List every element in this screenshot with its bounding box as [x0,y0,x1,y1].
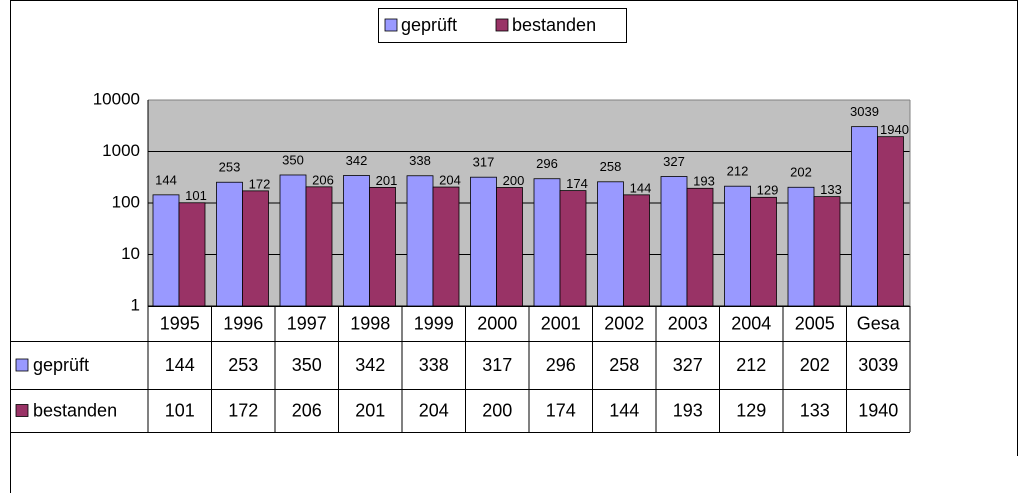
x-tick-label: 1996 [223,313,263,333]
table-cell: 144 [165,355,195,375]
data-label: 258 [600,159,622,174]
legend-key [495,18,509,32]
data-label: 133 [820,182,842,197]
data-label: 172 [249,176,271,191]
bar [623,194,650,307]
table-cell: 144 [609,400,639,420]
data-label: 201 [376,173,398,188]
bar [877,136,904,307]
data-label: 3039 [850,104,879,119]
data-label: 1940 [880,122,909,137]
bar [406,175,434,307]
bar [686,187,714,307]
data-label: 338 [409,153,431,168]
table-cell: 212 [736,355,766,375]
x-tick-label: 1998 [350,313,390,333]
legend-key [15,358,29,372]
table-cell: 317 [482,355,512,375]
bar [305,186,333,307]
y-tick-label: 10000 [93,89,140,108]
bar [152,194,180,307]
bar [178,202,206,307]
table-cell: 327 [673,355,703,375]
x-tick-label: Gesa [857,313,901,333]
bar [496,187,523,307]
table-series-name: geprüft [33,355,89,375]
x-tick-label: 1999 [414,313,454,333]
table-cell: 338 [419,355,449,375]
data-label: 206 [312,172,334,187]
bar [343,175,370,307]
x-tick-label: 2005 [795,313,835,333]
table-cell: 201 [355,400,385,420]
data-label: 174 [566,176,588,191]
y-tick-label: 10 [121,244,140,263]
bar [242,190,269,307]
legend-label: geprüft [401,15,457,35]
bar [787,186,815,307]
bar [470,176,497,307]
data-label: 129 [757,183,779,198]
data-label: 327 [663,154,685,169]
data-label: 204 [439,172,461,187]
table-series-name: bestanden [33,400,117,420]
x-tick-label: 2004 [731,313,771,333]
table-cell: 253 [228,355,258,375]
table-cell: 101 [165,400,195,420]
table-cell: 206 [292,400,322,420]
table-cell: 174 [546,400,576,420]
data-label: 202 [790,165,812,180]
data-label: 296 [536,156,558,171]
bar [533,178,561,307]
bar [660,176,688,307]
bar [750,196,777,307]
data-label: 101 [185,188,207,203]
y-tick-label: 1 [131,295,140,314]
table-cell: 133 [800,400,830,420]
y-tick-label: 1000 [102,141,140,160]
table-cell: 350 [292,355,322,375]
data-label: 144 [630,180,652,195]
table-cell: 204 [419,400,449,420]
table-cell: 342 [355,355,385,375]
bar [813,196,841,307]
bar [724,185,751,307]
bar [851,126,878,307]
data-label: 200 [503,173,525,188]
y-tick-label: 100 [112,192,140,211]
data-label: 193 [693,174,715,189]
data-label: 212 [727,164,749,179]
x-tick-label: 2000 [477,313,517,333]
legend-key [15,404,29,417]
table-cell: 1940 [858,400,898,420]
table-cell: 193 [673,400,703,420]
legend [378,8,627,43]
table-cell: 258 [609,355,639,375]
data-label: 342 [346,153,368,168]
bar [432,186,460,307]
data-label: 350 [282,152,304,167]
bar [559,190,587,307]
data-label: 317 [473,155,495,170]
table-cell: 296 [546,355,576,375]
table-cell: 200 [482,400,512,420]
x-tick-label: 1995 [160,313,200,333]
table-cell: 202 [800,355,830,375]
bar [597,181,624,307]
x-tick-label: 2002 [604,313,644,333]
legend-key [384,18,398,32]
data-label: 144 [155,172,177,187]
bar [216,181,243,307]
bar [279,174,307,307]
table-cell: 172 [228,400,258,420]
x-tick-label: 2003 [668,313,708,333]
table-cell: 3039 [858,355,898,375]
x-tick-label: 1997 [287,313,327,333]
legend-label: bestanden [512,15,596,35]
x-tick-label: 2001 [541,313,581,333]
data-label: 253 [219,160,241,175]
table-cell: 129 [736,400,766,420]
bar [369,186,396,307]
